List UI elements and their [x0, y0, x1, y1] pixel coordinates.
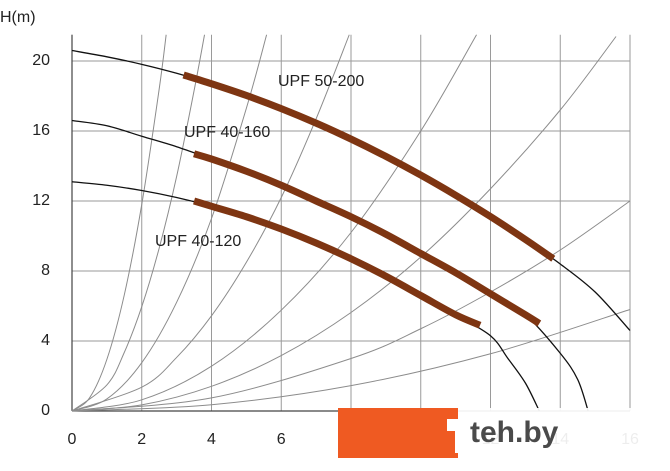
y-tick-label: 20	[32, 52, 50, 69]
series-label: UPF 50-200	[278, 73, 364, 90]
x-tick-label: 2	[137, 431, 146, 448]
system-curve	[71, 309, 631, 412]
x-tick-label: 0	[68, 431, 77, 448]
system-curve	[71, 34, 268, 412]
logo-icon	[447, 419, 469, 453]
y-tick-label: 12	[32, 192, 50, 209]
y-tick-label: 16	[32, 122, 50, 139]
x-tick-label: 6	[277, 431, 286, 448]
system-curve	[71, 34, 206, 412]
y-tick-label: 4	[41, 332, 50, 349]
watermark-text: teh.by	[470, 416, 559, 449]
banner-orange	[338, 408, 458, 458]
y-tick-label: 8	[41, 262, 50, 279]
watermark-banner: teh.by	[338, 408, 670, 458]
banner-white	[458, 408, 670, 458]
y-axis-label: H(m)	[0, 9, 36, 26]
y-tick-label: 0	[41, 402, 50, 419]
x-tick-label: 4	[207, 431, 216, 448]
series-label: UPF 40-120	[155, 233, 241, 250]
pump-curve	[71, 119, 589, 412]
operating-range	[193, 197, 482, 329]
system-curve	[71, 34, 350, 412]
operating-range	[182, 71, 556, 262]
system-curve	[71, 200, 631, 412]
system-curve	[71, 34, 477, 412]
system-curve	[71, 34, 167, 412]
series-label: UPF 40-160	[184, 124, 270, 141]
grid	[71, 34, 631, 412]
operating-range	[193, 150, 542, 327]
system-curve	[71, 36, 617, 412]
curves	[71, 34, 631, 412]
